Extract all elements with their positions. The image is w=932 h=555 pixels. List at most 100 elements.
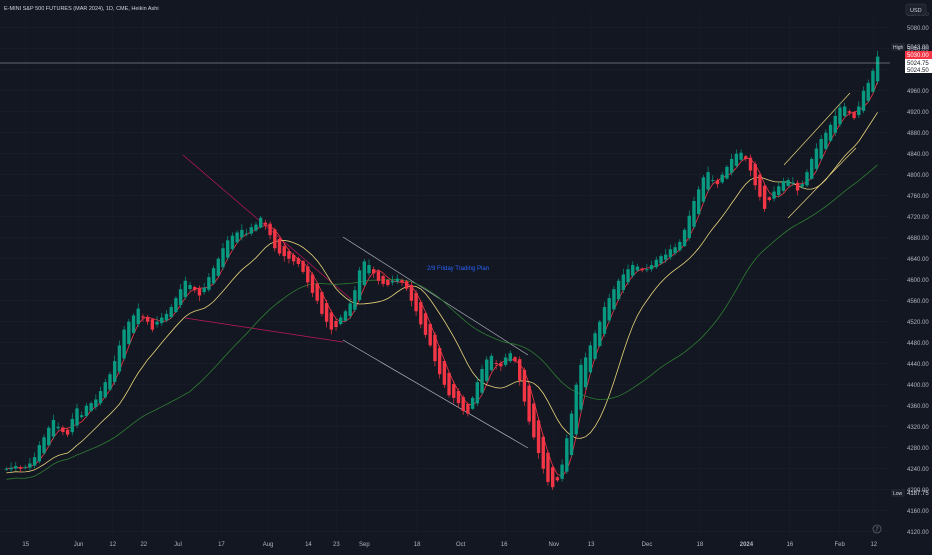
trend-line-3[interactable] xyxy=(342,339,529,449)
candle xyxy=(404,279,409,292)
candle-body xyxy=(386,280,390,285)
x-tick-label-18: 16 xyxy=(787,542,794,548)
candle xyxy=(42,434,46,455)
candle xyxy=(61,425,65,436)
candle xyxy=(654,256,658,270)
candle-body xyxy=(315,283,319,301)
candle xyxy=(814,143,819,172)
candle-body xyxy=(18,467,23,469)
candle xyxy=(607,293,611,323)
candle-body xyxy=(607,298,611,321)
candle-body xyxy=(602,307,607,334)
candle xyxy=(131,313,136,334)
candle xyxy=(532,402,536,440)
candle xyxy=(857,101,861,118)
candle xyxy=(748,154,753,177)
candle-body xyxy=(720,174,724,183)
trend-line-2[interactable] xyxy=(342,236,529,356)
candle-body xyxy=(84,405,89,417)
candle xyxy=(701,175,706,203)
candle-body xyxy=(301,261,305,272)
candle xyxy=(339,314,343,326)
candle-body xyxy=(98,391,103,404)
candle xyxy=(668,244,673,260)
trend-line-1[interactable] xyxy=(184,317,344,343)
y-tick-label-3: 4960.00 xyxy=(907,89,929,95)
candle xyxy=(838,102,842,128)
candle-body xyxy=(560,464,564,479)
candle-body xyxy=(489,355,494,371)
candle-body xyxy=(588,345,593,373)
candle xyxy=(277,237,282,256)
candle-body xyxy=(833,115,837,133)
candle xyxy=(56,422,60,431)
y-tick-label-10: 4680.00 xyxy=(907,236,929,242)
candle xyxy=(226,236,230,261)
price-axis[interactable]: 5080.005040.005000.004960.004920.004880.… xyxy=(890,0,932,550)
candle xyxy=(588,341,593,375)
candle xyxy=(207,273,211,292)
currency-button[interactable]: USD xyxy=(905,3,927,16)
candle-body xyxy=(536,420,541,453)
candle xyxy=(470,395,475,410)
time-axis[interactable]: 15 Jun 12 22 Jul 17 Aug 14 23 Sep 18 Oct 16 Nov 13 Dec 1… xyxy=(0,537,890,550)
candle xyxy=(800,180,804,189)
candle-body xyxy=(282,246,286,257)
candle xyxy=(833,110,837,136)
candle xyxy=(65,428,70,437)
candle-body xyxy=(244,233,249,235)
candle-body xyxy=(381,276,385,284)
y-tick-label-12: 4600.00 xyxy=(907,278,929,284)
candle-body xyxy=(141,316,145,318)
candle xyxy=(621,268,626,294)
candle xyxy=(640,267,644,273)
candle xyxy=(390,275,395,286)
candle xyxy=(32,452,37,469)
candle-body xyxy=(866,82,870,101)
candle xyxy=(155,316,159,328)
candle xyxy=(489,353,494,372)
candle xyxy=(527,383,531,425)
candle xyxy=(583,352,588,390)
candle-body xyxy=(729,159,734,173)
trend-line-0[interactable] xyxy=(182,154,353,301)
candle-body xyxy=(353,290,357,310)
candle-body xyxy=(475,382,480,404)
trend-line-4[interactable] xyxy=(783,92,851,166)
candle-body xyxy=(659,256,663,264)
candle xyxy=(682,227,687,248)
candle-body xyxy=(273,229,277,249)
candle xyxy=(414,290,418,316)
candle xyxy=(645,264,649,273)
candle xyxy=(729,153,734,176)
candle xyxy=(494,359,498,370)
x-tick-label-20: 12 xyxy=(870,542,877,548)
candle-body xyxy=(291,254,296,262)
candle-body xyxy=(164,313,169,321)
candle-body xyxy=(9,467,13,470)
candle xyxy=(188,281,192,291)
candle xyxy=(777,182,781,198)
annotation-label[interactable]: 2/9 Friday Trading Plan xyxy=(427,266,489,272)
x-tick-label-3: 22 xyxy=(140,542,147,548)
candle xyxy=(353,285,357,313)
candle-body xyxy=(112,361,117,382)
y-tick-label-23: 4160.00 xyxy=(907,509,929,515)
x-tick-label-9: Sep xyxy=(359,542,370,548)
candle xyxy=(409,281,414,307)
candle xyxy=(202,282,206,295)
candle xyxy=(871,68,875,94)
price-box-1: 5024.75 xyxy=(907,61,929,67)
y-tick-label-17: 4400.00 xyxy=(907,383,929,389)
candle-body xyxy=(103,382,107,398)
candle xyxy=(522,367,527,406)
candle xyxy=(221,243,225,271)
candle-body xyxy=(343,311,348,321)
candle xyxy=(249,223,253,236)
candle-body xyxy=(169,307,173,318)
candle-body xyxy=(612,289,616,310)
y-tick-label-7: 4800.00 xyxy=(907,173,929,179)
candle-body xyxy=(89,403,93,411)
candle-body xyxy=(744,156,748,159)
candle-body xyxy=(122,329,126,359)
